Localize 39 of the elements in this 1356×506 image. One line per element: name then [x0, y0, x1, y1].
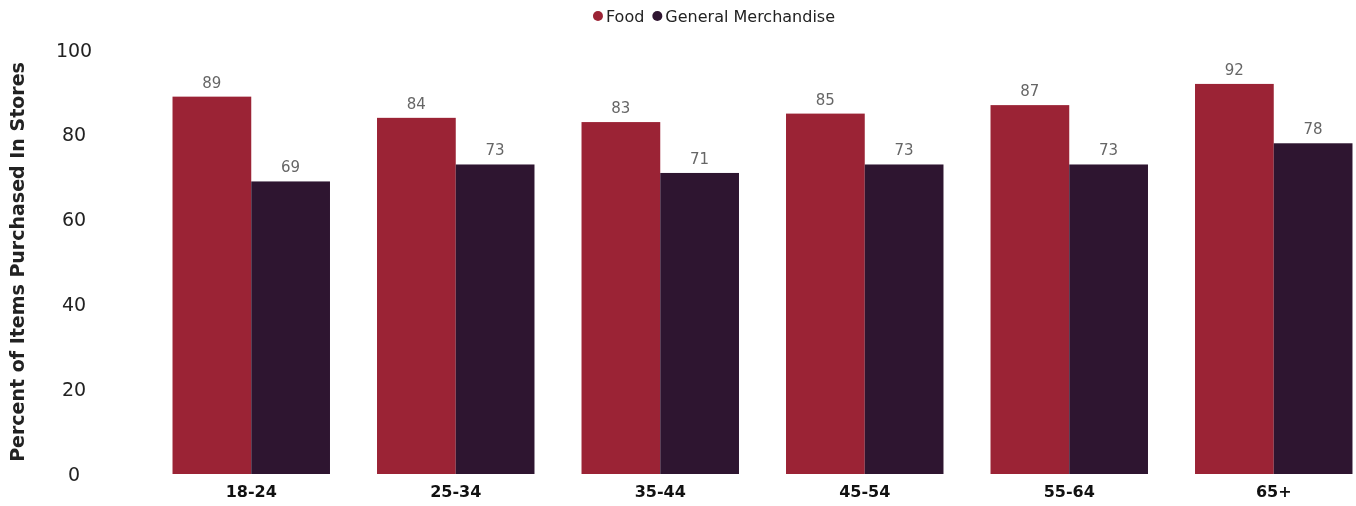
y-tick-label: 0: [67, 462, 81, 485]
data-label: 73: [1099, 141, 1119, 160]
y-tick-label: 100: [55, 38, 93, 61]
x-tick-label: 18-24: [225, 482, 277, 502]
y-tick-label: 40: [61, 292, 87, 315]
y-tick-label: 60: [61, 208, 87, 231]
bar: [990, 105, 1070, 474]
x-tick-label: 35-44: [634, 482, 686, 502]
legend-label: Food: [605, 7, 645, 26]
bar: [251, 181, 330, 474]
data-label: 71: [690, 149, 710, 168]
data-label: 84: [406, 94, 426, 113]
y-tick-label: 80: [61, 123, 87, 146]
bar: [377, 117, 456, 474]
data-label: 85: [815, 90, 835, 109]
data-label: 89: [202, 73, 222, 92]
bar: [1069, 164, 1148, 474]
x-tick-label: 25-34: [430, 482, 482, 502]
data-label: 69: [281, 158, 301, 177]
bar: [455, 164, 535, 474]
bar: [660, 172, 739, 474]
bar: [864, 164, 944, 474]
x-tick-label: 55-64: [1043, 482, 1095, 502]
data-label: 87: [1020, 82, 1040, 101]
bar: [172, 96, 252, 474]
data-label: 73: [485, 141, 505, 160]
bar: [1195, 83, 1274, 474]
bar: [786, 113, 865, 474]
data-label: 73: [894, 141, 914, 160]
data-label: 83: [611, 99, 631, 118]
legend-label: General Merchandise: [665, 7, 836, 26]
data-label: 92: [1224, 60, 1244, 79]
y-axis-title: Percent of Items Purchased In Stores: [6, 62, 28, 462]
bar: [581, 122, 661, 474]
bar: [1273, 143, 1353, 474]
data-label: 78: [1303, 120, 1323, 139]
x-tick-label: 45-54: [839, 482, 891, 502]
y-tick-label: 20: [61, 377, 87, 400]
x-tick-label: 65+: [1255, 482, 1292, 502]
